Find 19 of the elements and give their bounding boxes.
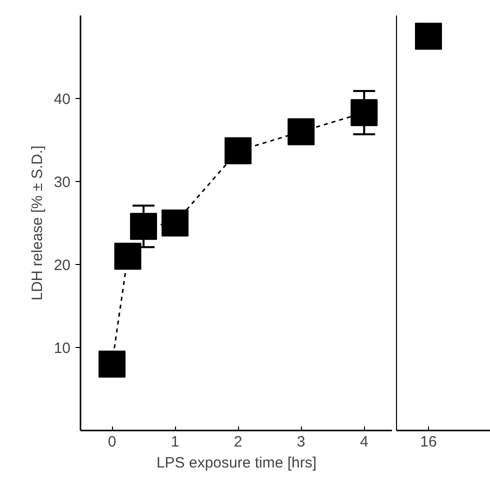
point [350, 99, 378, 126]
x-tick-label: 3 [296, 434, 306, 450]
x-tick-label: 1 [170, 434, 180, 450]
point [98, 350, 126, 378]
point [130, 212, 158, 240]
y-tick-label: 40 [54, 91, 71, 108]
point [114, 242, 142, 270]
y-tick-label: 30 [54, 174, 71, 191]
y-tick-label: 20 [54, 257, 71, 274]
x-tick-label: 2 [234, 434, 242, 450]
point [288, 118, 315, 146]
x-tick-label: 4 [360, 434, 368, 450]
point [224, 137, 252, 164]
x-tick-label: 16 [420, 434, 437, 450]
x-tick-label: 0 [108, 434, 116, 450]
point [162, 210, 189, 236]
y-tick-label: 10 [54, 340, 71, 357]
x-axis-title: LPS exposure time [hrs] [156, 454, 317, 472]
y-axis-title: LDH release [% ± S.D.] [28, 146, 46, 300]
